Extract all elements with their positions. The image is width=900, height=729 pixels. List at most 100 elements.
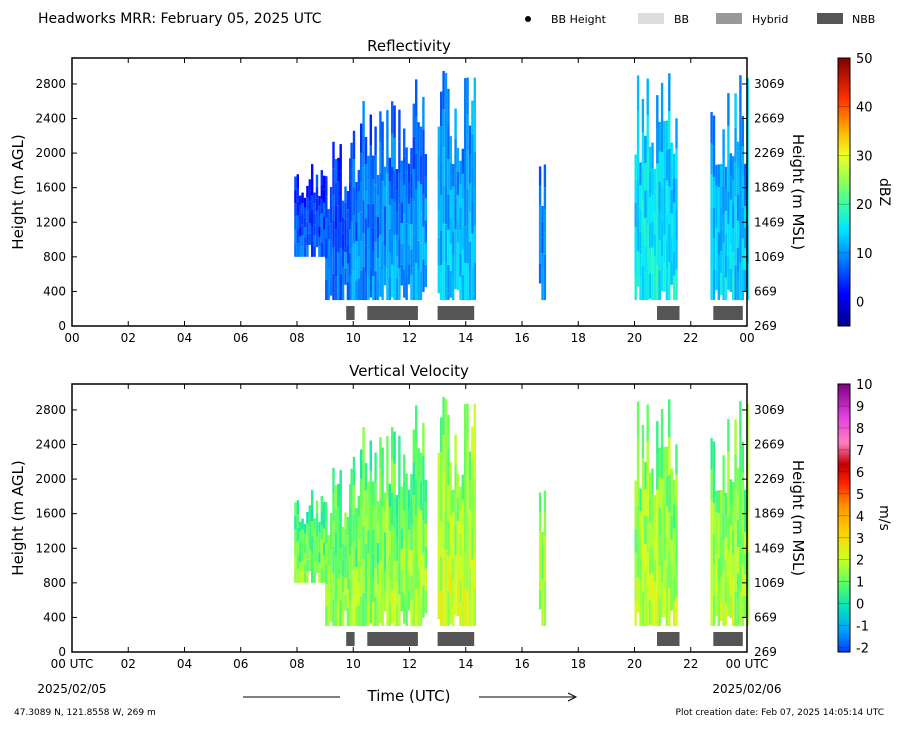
echo-cell <box>720 555 723 578</box>
echo-cell <box>734 488 737 523</box>
echo-cell <box>376 501 380 522</box>
echo-cell <box>729 525 732 549</box>
echo-cell <box>452 254 455 278</box>
echo-cell <box>374 568 377 598</box>
echo-cell <box>543 277 547 301</box>
echo-cell <box>355 241 358 261</box>
echo-cell <box>318 532 321 543</box>
echo-cell <box>634 203 637 228</box>
echo-cell <box>464 515 467 553</box>
echo-cell <box>318 195 321 207</box>
echo-cell <box>352 569 356 598</box>
echo-cell <box>355 586 358 607</box>
legend-swatch-nbb <box>817 13 843 24</box>
echo-cell <box>727 191 730 225</box>
echo-cell <box>736 573 740 600</box>
echo-cell <box>724 492 728 515</box>
echo-cell <box>332 194 335 221</box>
echo-cell <box>364 571 368 599</box>
echo-cell <box>648 222 652 249</box>
echo-cell <box>634 227 637 252</box>
echo-cell <box>541 221 544 238</box>
echo-cell <box>381 566 384 597</box>
echo-cell <box>651 142 654 169</box>
echo-cell <box>739 187 742 226</box>
echo-cell <box>337 507 340 532</box>
echo-cell <box>648 146 652 172</box>
echo-cell <box>334 579 338 603</box>
echo-cell <box>729 176 732 200</box>
reflectivity-panel: Reflectivity 00 02 04 06 08 10 12 14 16 18 20 22 000… <box>9 37 892 345</box>
echo-cell <box>299 572 302 583</box>
echo-cell <box>424 198 427 221</box>
echo-cell <box>303 543 307 554</box>
y-tick-label: 1200 <box>35 541 66 555</box>
echo-cell <box>349 276 352 300</box>
echo-cell <box>715 248 718 270</box>
echo-cell <box>415 79 418 117</box>
echo-cell <box>407 224 411 245</box>
echo-cell <box>712 441 716 473</box>
echo-cell <box>299 236 302 247</box>
echo-cell <box>732 276 735 301</box>
echo-cell <box>658 596 661 627</box>
echo-cell <box>634 504 637 530</box>
echo-cell <box>665 596 669 627</box>
echo-cell <box>374 539 377 569</box>
echo-cell <box>722 597 725 627</box>
echo-cell <box>722 186 725 215</box>
echo-cell <box>656 231 659 266</box>
echo-cell <box>379 499 382 530</box>
echo-cell <box>323 501 326 516</box>
echo-cell <box>417 270 420 300</box>
echo-cell <box>301 246 304 257</box>
echo-cell <box>541 594 544 611</box>
echo-cell <box>407 203 411 225</box>
echo-cell <box>722 540 725 570</box>
echo-cell <box>452 277 455 301</box>
echo-cell <box>395 582 399 605</box>
echo-cell <box>337 157 340 182</box>
echo-cell <box>741 595 744 627</box>
echo-cell <box>329 549 333 568</box>
echo-cell <box>675 474 678 505</box>
echo-cell <box>388 205 391 229</box>
echo-cell <box>456 219 460 243</box>
echo-cell <box>372 251 375 276</box>
echo-cell <box>456 473 460 498</box>
colorbar-tick-label: 0 <box>856 598 864 613</box>
echo-cell <box>452 209 455 232</box>
echo-cell <box>660 547 664 583</box>
echo-cell <box>403 128 406 157</box>
echo-cell <box>727 550 730 584</box>
echo-cell <box>334 253 338 277</box>
echo-cell <box>393 431 396 464</box>
echo-cell <box>639 488 642 512</box>
echo-cell <box>717 187 720 210</box>
echo-cell <box>744 163 747 185</box>
echo-cell <box>741 116 744 147</box>
echo-cell <box>641 98 645 133</box>
echo-cell <box>369 114 372 145</box>
echo-cell <box>360 211 363 242</box>
echo-cell <box>301 529 304 540</box>
echo-cell <box>639 231 642 255</box>
echo-cell <box>471 559 474 593</box>
vertical-velocity-panel: Vertical Velocity 00 UTC 02 04 06 08 10 12 14 16… <box>9 362 892 671</box>
legend-label-bb: BB <box>674 13 689 26</box>
echo-cell <box>471 459 474 494</box>
echo-cell <box>360 449 363 479</box>
x-tick-label: 22 <box>683 657 698 671</box>
echo-cell <box>362 592 365 627</box>
echo-cell <box>415 405 418 443</box>
echo-cell <box>732 482 735 507</box>
echo-cell <box>410 224 413 250</box>
echo-cell <box>367 481 370 506</box>
echo-cell <box>672 504 676 529</box>
echo-cell <box>648 599 652 625</box>
y-tick-label: 2000 <box>35 472 66 486</box>
echo-cell <box>440 452 443 488</box>
echo-cell <box>464 441 467 479</box>
echo-cell <box>541 205 544 222</box>
echo-cell <box>456 545 460 569</box>
